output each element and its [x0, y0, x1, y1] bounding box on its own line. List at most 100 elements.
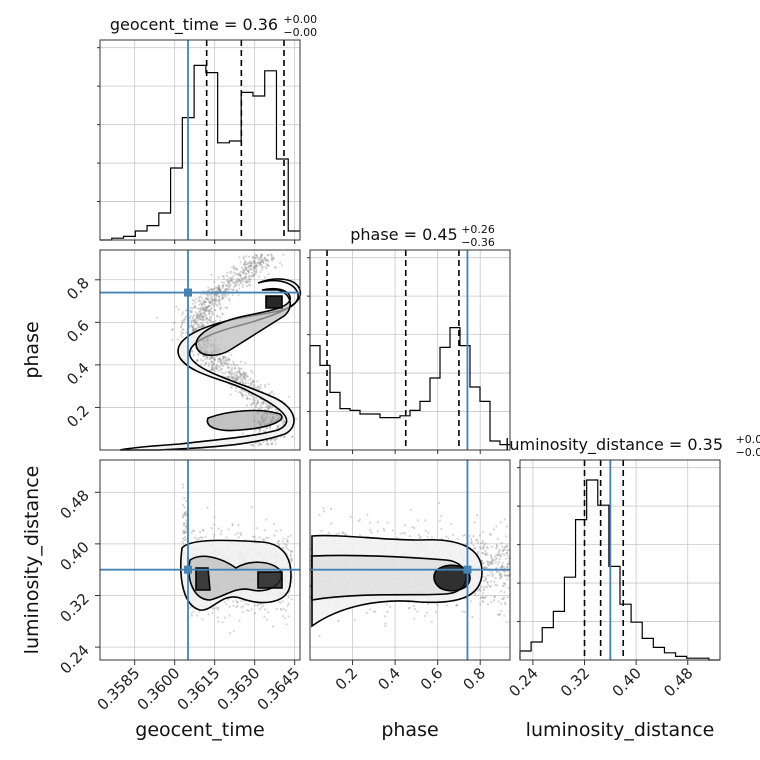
- sample-point: [327, 531, 330, 535]
- sample-point: [217, 358, 220, 361]
- sample-point: [267, 264, 270, 268]
- sample-point: [212, 302, 215, 305]
- sample-point: [190, 324, 193, 327]
- sample-point: [261, 254, 264, 257]
- sample-point: [215, 293, 219, 296]
- sample-point: [249, 275, 252, 278]
- sample-point: [248, 397, 251, 401]
- sample-point: [194, 306, 197, 309]
- sample-point: [204, 308, 207, 311]
- sample-point: [426, 535, 429, 538]
- sample-point: [212, 295, 215, 298]
- sample-point: [245, 263, 248, 266]
- sample-point: [251, 381, 254, 384]
- sample-point: [498, 560, 501, 564]
- xtick-label-phase-2: 0.6: [417, 664, 447, 694]
- sample-point: [482, 530, 485, 533]
- sample-point: [229, 279, 232, 282]
- sample-point: [193, 324, 196, 327]
- sample-point: [277, 600, 280, 603]
- sample-point: [228, 375, 231, 378]
- sample-point: [218, 358, 221, 361]
- sample-point: [218, 298, 221, 301]
- sample-point: [245, 268, 248, 271]
- sample-point: [376, 529, 379, 533]
- sample-point: [207, 362, 210, 365]
- sample-point: [290, 559, 293, 562]
- sample-point: [258, 536, 261, 539]
- sample-point: [485, 545, 488, 549]
- sample-point: [217, 287, 220, 290]
- sample-point: [252, 274, 255, 277]
- sample-point: [185, 531, 188, 534]
- sample-point: [192, 327, 195, 331]
- sample-point: [318, 513, 321, 517]
- sample-point: [482, 592, 485, 595]
- sample-point: [228, 605, 231, 608]
- sample-point: [230, 288, 233, 291]
- sample-point: [502, 547, 506, 550]
- sample-point: [213, 516, 216, 519]
- sample-point: [239, 532, 242, 535]
- sample-point: [330, 507, 333, 510]
- sample-point: [194, 328, 197, 331]
- sample-point: [213, 357, 216, 360]
- sample-point: [247, 609, 250, 613]
- sample-point: [195, 313, 198, 316]
- sample-point: [207, 306, 210, 309]
- sample-point: [243, 261, 246, 264]
- sample-point: [260, 264, 263, 267]
- sample-point: [253, 265, 256, 268]
- sample-point: [253, 266, 256, 269]
- sample-point: [269, 425, 272, 429]
- sample-point: [337, 619, 340, 623]
- sample-point: [252, 272, 255, 275]
- sample-point: [265, 439, 269, 442]
- sample-point: [218, 308, 221, 311]
- sample-point: [264, 608, 267, 611]
- sample-point: [180, 330, 183, 333]
- sample-point: [211, 320, 215, 323]
- sample-point: [196, 316, 199, 320]
- sample-point: [204, 306, 207, 309]
- sample-point: [201, 323, 204, 326]
- sample-point: [440, 515, 443, 518]
- sample-point: [206, 322, 209, 325]
- sample-point: [214, 301, 217, 304]
- sample-point: [244, 373, 247, 376]
- sample-point: [182, 311, 185, 314]
- sample-point: [207, 364, 210, 367]
- sample-point: [183, 530, 186, 534]
- sample-point: [228, 276, 231, 279]
- sample-point: [261, 260, 264, 263]
- sample-point: [492, 599, 496, 602]
- sample-point: [236, 281, 239, 284]
- sample-point: [284, 545, 287, 548]
- sample-point: [236, 604, 239, 607]
- sample-point: [270, 254, 273, 257]
- sample-point: [233, 268, 236, 271]
- sample-point: [244, 266, 247, 269]
- sample-point: [482, 545, 485, 548]
- sample-point: [268, 405, 271, 408]
- sample-point: [235, 373, 238, 377]
- sample-point: [249, 278, 252, 281]
- sample-point: [226, 288, 229, 291]
- sample-point: [240, 379, 243, 382]
- sample-point: [213, 293, 216, 296]
- contour-luminosity_distance-vs-geocent_time-2: [195, 567, 211, 591]
- sample-point: [265, 518, 268, 521]
- sample-point: [233, 281, 236, 284]
- sample-point: [182, 321, 185, 324]
- sample-point: [226, 359, 229, 362]
- sample-point: [208, 309, 211, 312]
- sample-point: [198, 303, 201, 306]
- sample-point: [215, 365, 218, 368]
- sample-point: [203, 301, 206, 304]
- sample-point: [213, 287, 216, 290]
- sample-point: [210, 368, 213, 371]
- sample-point: [237, 278, 240, 281]
- sample-point: [225, 536, 228, 539]
- sample-point: [353, 618, 357, 621]
- sample-point: [368, 608, 371, 611]
